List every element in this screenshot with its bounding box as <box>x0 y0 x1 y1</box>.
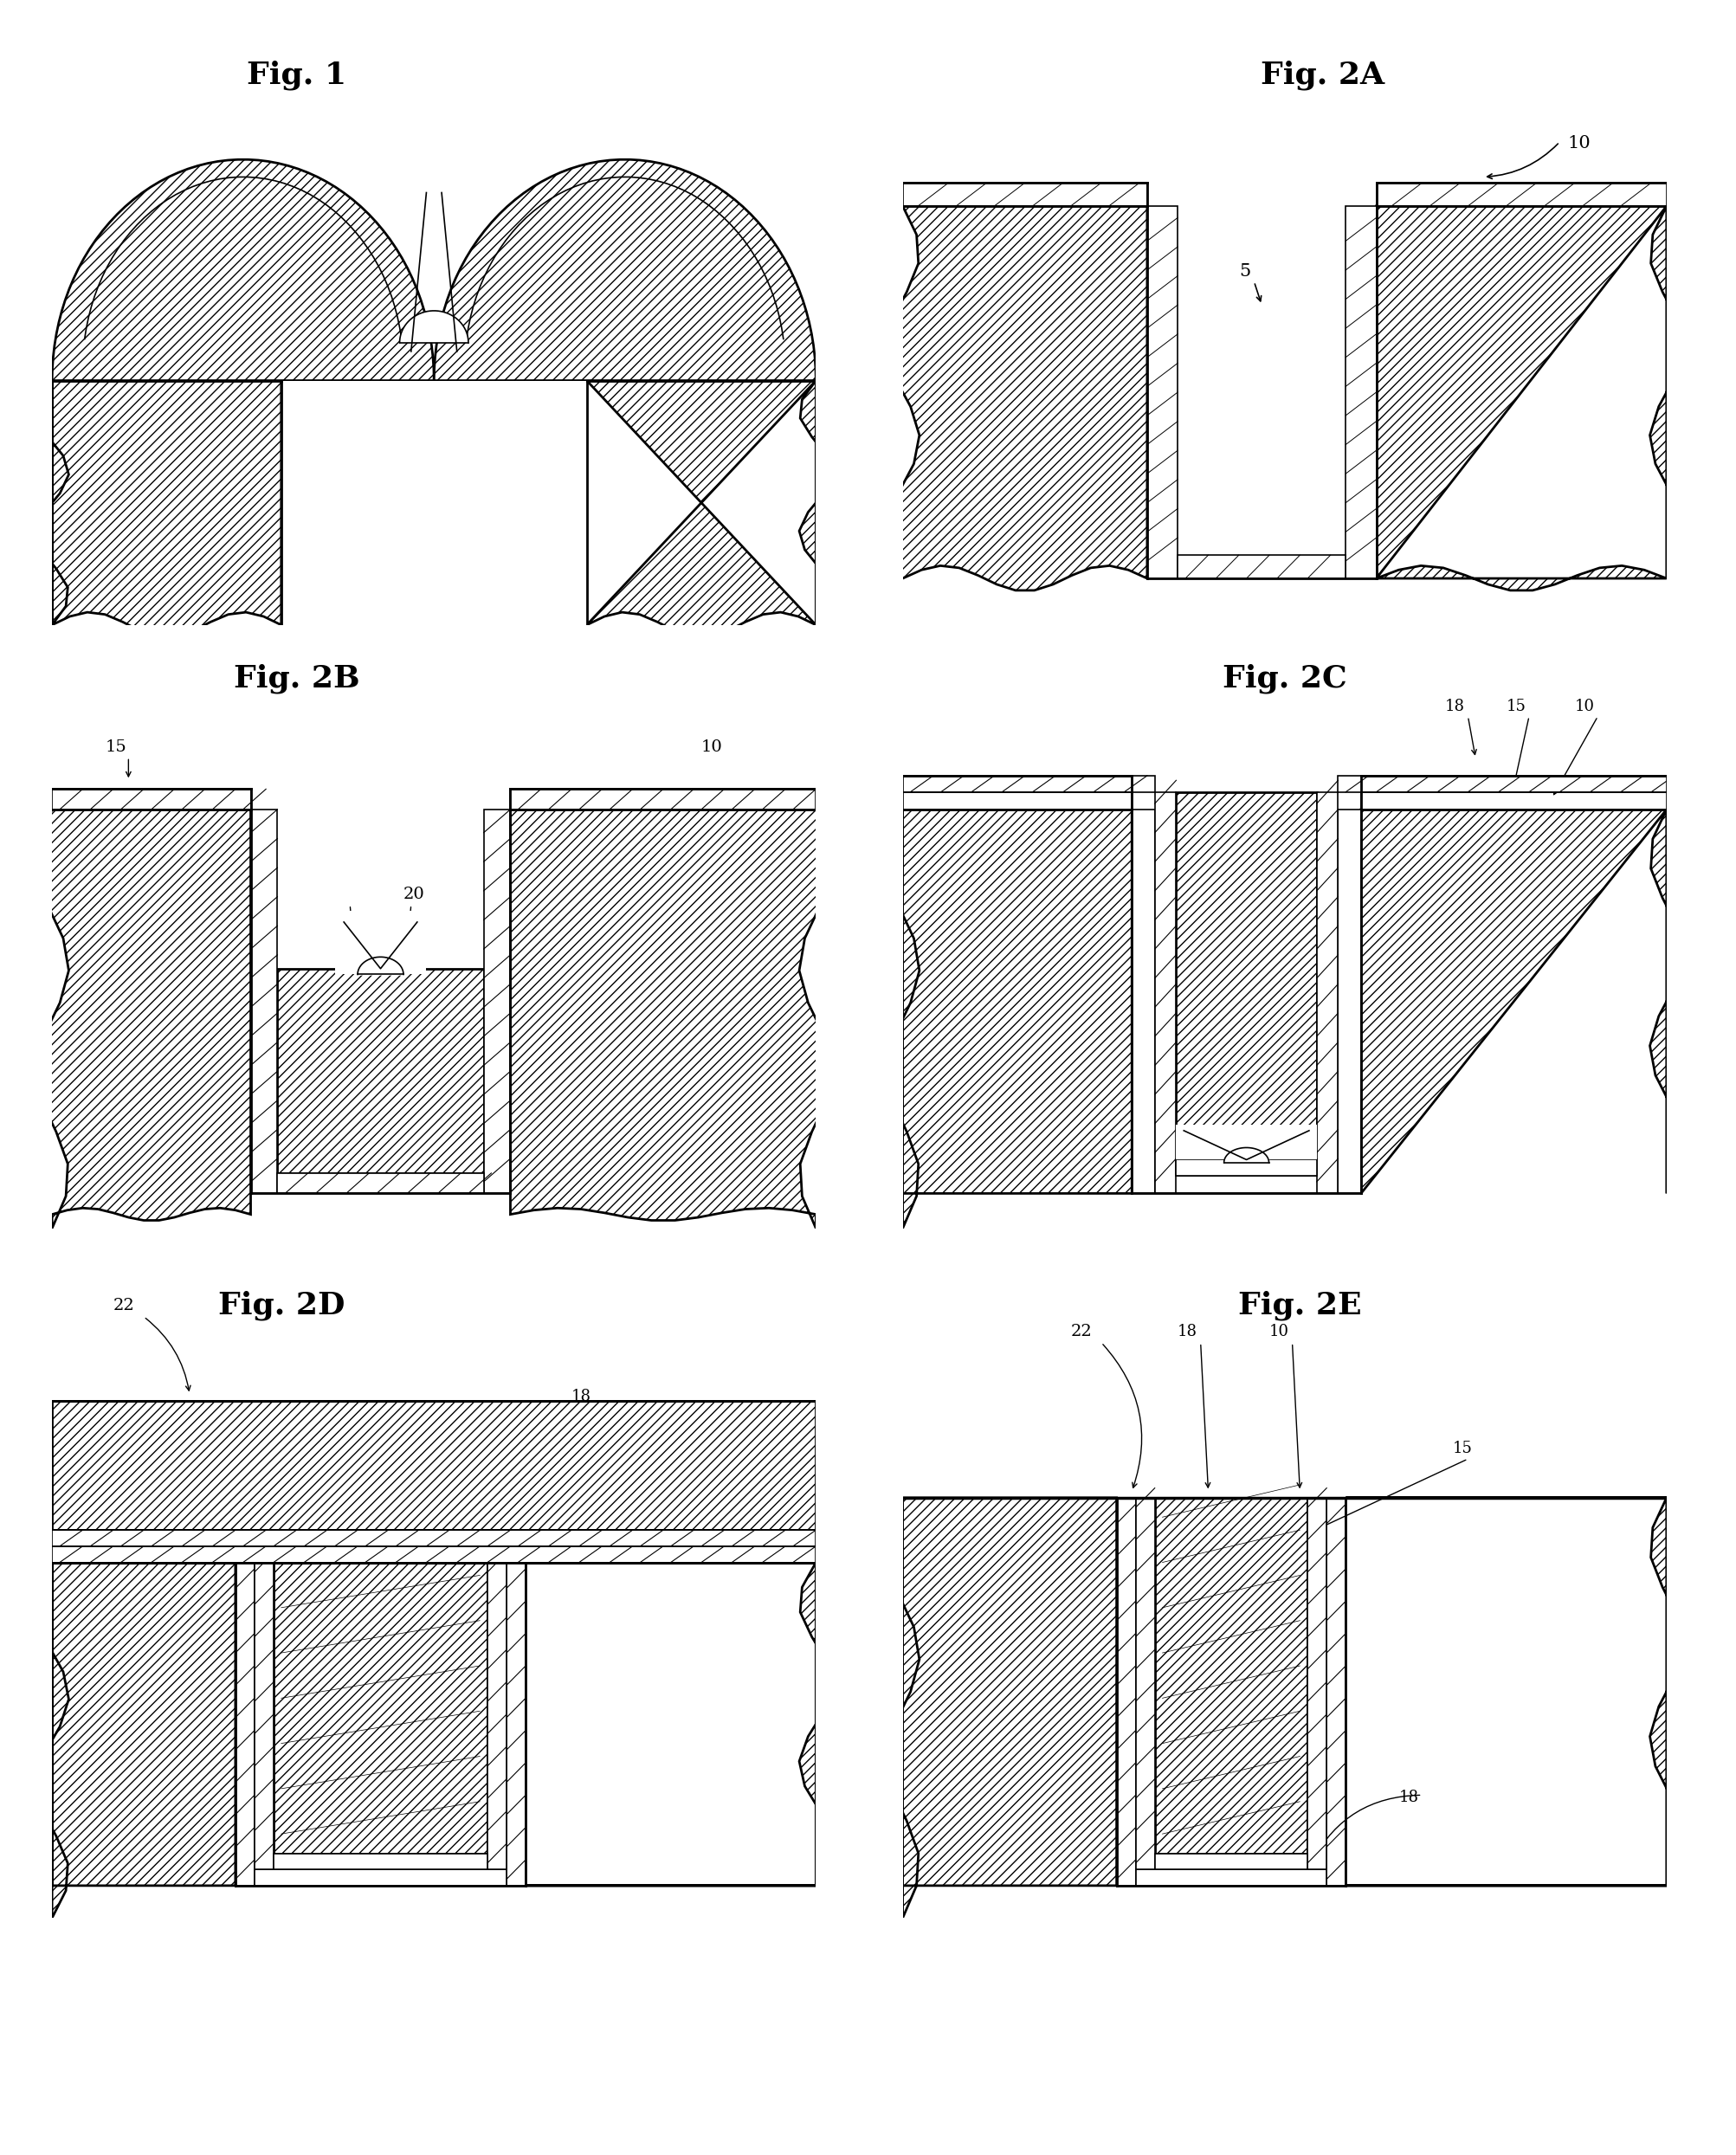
Polygon shape <box>52 1401 816 1530</box>
Polygon shape <box>1154 1177 1338 1194</box>
Polygon shape <box>1307 1498 1326 1868</box>
Polygon shape <box>274 1853 488 1868</box>
Polygon shape <box>1154 1853 1307 1868</box>
Polygon shape <box>1177 793 1316 1159</box>
Polygon shape <box>52 159 434 381</box>
Polygon shape <box>52 1547 816 1562</box>
Text: 22: 22 <box>113 1297 135 1315</box>
Polygon shape <box>903 793 1132 810</box>
Polygon shape <box>1345 1498 1684 1886</box>
Polygon shape <box>255 1868 507 1886</box>
Text: 18: 18 <box>1399 1789 1418 1806</box>
Text: Fig. 2E: Fig. 2E <box>1238 1291 1361 1321</box>
Polygon shape <box>1116 1498 1135 1886</box>
Polygon shape <box>1345 207 1377 578</box>
Polygon shape <box>510 789 816 810</box>
Polygon shape <box>1316 793 1338 1194</box>
Polygon shape <box>903 776 1154 793</box>
Polygon shape <box>510 810 833 1228</box>
Polygon shape <box>885 1498 1116 1918</box>
Polygon shape <box>1326 1498 1345 1886</box>
Polygon shape <box>1154 1498 1307 1853</box>
Polygon shape <box>35 381 281 638</box>
Text: 10: 10 <box>1568 136 1590 151</box>
Polygon shape <box>236 1562 255 1886</box>
Text: 10: 10 <box>1269 1323 1290 1340</box>
Polygon shape <box>587 381 833 638</box>
Text: 10: 10 <box>679 1472 698 1489</box>
Polygon shape <box>1377 183 1667 207</box>
Polygon shape <box>1377 207 1684 590</box>
Polygon shape <box>1135 1868 1326 1886</box>
Text: 20: 20 <box>403 886 425 903</box>
Polygon shape <box>1177 1125 1316 1159</box>
Polygon shape <box>399 310 469 343</box>
Polygon shape <box>35 1562 236 1918</box>
Text: 18: 18 <box>571 1388 592 1405</box>
Text: Fig. 2C: Fig. 2C <box>1222 664 1347 694</box>
Polygon shape <box>488 1562 507 1868</box>
Text: 15: 15 <box>1453 1440 1472 1457</box>
Text: Fig. 2D: Fig. 2D <box>217 1291 345 1321</box>
Polygon shape <box>52 1530 816 1547</box>
Text: 5: 5 <box>1240 263 1250 280</box>
Polygon shape <box>1154 793 1177 1194</box>
Text: 15: 15 <box>106 739 127 754</box>
Polygon shape <box>1177 556 1345 578</box>
Polygon shape <box>885 810 1132 1228</box>
Text: 15: 15 <box>625 1427 644 1444</box>
Polygon shape <box>1147 207 1177 578</box>
Text: Fig. 2B: Fig. 2B <box>233 664 359 694</box>
Polygon shape <box>434 159 816 381</box>
Text: 22: 22 <box>1071 1323 1092 1340</box>
Polygon shape <box>274 1562 488 1853</box>
Polygon shape <box>484 810 510 1194</box>
Polygon shape <box>903 183 1147 207</box>
Polygon shape <box>1338 776 1667 793</box>
Polygon shape <box>281 381 587 625</box>
Text: 18: 18 <box>1177 1323 1198 1340</box>
Text: 18: 18 <box>1444 698 1465 713</box>
Polygon shape <box>52 789 250 810</box>
Polygon shape <box>250 810 278 1194</box>
Text: 10: 10 <box>701 739 722 754</box>
Polygon shape <box>1177 1159 1316 1177</box>
Polygon shape <box>507 1562 526 1886</box>
Polygon shape <box>35 810 250 1228</box>
Text: Fig. 2A: Fig. 2A <box>1260 60 1385 91</box>
Polygon shape <box>335 909 427 974</box>
Polygon shape <box>278 968 484 1172</box>
Polygon shape <box>885 207 1147 590</box>
Polygon shape <box>1132 810 1154 1194</box>
Polygon shape <box>1361 793 1667 810</box>
Text: Fig. 1: Fig. 1 <box>247 60 347 91</box>
Text: 15: 15 <box>1507 698 1526 713</box>
Polygon shape <box>1338 810 1361 1194</box>
Text: 10: 10 <box>1575 698 1595 713</box>
Polygon shape <box>1361 810 1684 1194</box>
Polygon shape <box>1177 207 1345 556</box>
Polygon shape <box>1135 1498 1154 1868</box>
Polygon shape <box>526 1562 833 1886</box>
Polygon shape <box>255 1562 274 1868</box>
Polygon shape <box>278 1172 484 1194</box>
